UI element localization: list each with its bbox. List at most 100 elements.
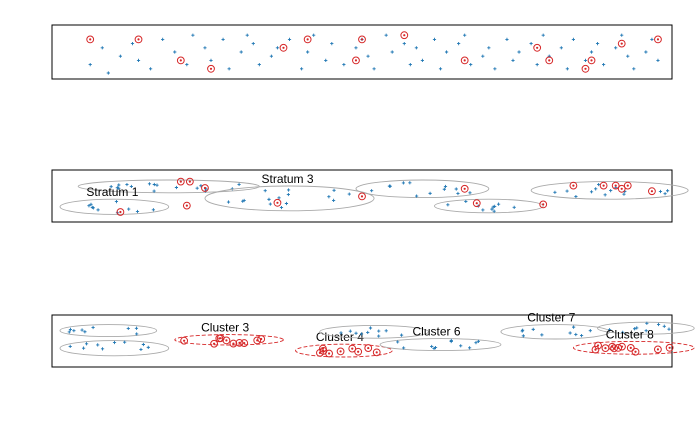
data-point xyxy=(96,208,100,212)
data-point xyxy=(366,330,370,335)
data-point xyxy=(457,42,461,46)
data-point xyxy=(454,187,458,191)
selected-dot xyxy=(225,339,228,342)
selected-point xyxy=(617,39,626,48)
selected-dot xyxy=(185,204,188,207)
selected-ring xyxy=(614,343,623,352)
data-point xyxy=(332,188,336,192)
selected-point xyxy=(594,341,602,350)
data-point xyxy=(621,330,625,334)
selected-point xyxy=(654,35,662,44)
selected-point xyxy=(201,184,209,192)
data-point xyxy=(390,50,394,54)
selected-dot xyxy=(572,184,575,187)
data-point xyxy=(267,197,271,201)
selected-point xyxy=(240,339,249,347)
data-point xyxy=(149,67,153,71)
panel-2: Stratum 1 Stratum 3 xyxy=(51,169,689,223)
data-point xyxy=(90,205,94,209)
selected-point xyxy=(207,64,215,73)
data-point xyxy=(268,202,272,206)
selected-dot xyxy=(119,210,122,214)
selected-ring xyxy=(587,56,596,65)
selected-ring xyxy=(460,56,469,65)
selected-point xyxy=(358,35,366,44)
data-point xyxy=(589,50,594,54)
data-point xyxy=(161,37,165,41)
selected-point xyxy=(185,177,194,186)
selected-point xyxy=(618,342,626,351)
selected-point xyxy=(460,184,469,193)
selected-ring xyxy=(182,201,191,210)
selected-dot xyxy=(339,350,342,353)
selected-ring xyxy=(545,56,554,65)
selected-dot xyxy=(203,186,207,190)
selected-ring xyxy=(626,343,635,352)
selected-point xyxy=(364,344,373,352)
data-point xyxy=(517,50,521,54)
data-point xyxy=(464,199,468,204)
selected-ring xyxy=(240,339,249,347)
data-point xyxy=(396,340,400,344)
data-point xyxy=(535,63,539,67)
data-point xyxy=(269,54,273,58)
data-point xyxy=(370,189,374,193)
selected-dot xyxy=(656,38,660,41)
data-point xyxy=(100,347,105,351)
selected-point xyxy=(569,181,578,190)
selected-point xyxy=(210,339,218,348)
data-point xyxy=(529,42,533,46)
group-label: Cluster 7 xyxy=(527,311,575,325)
selected-ring xyxy=(116,208,125,216)
group-ellipse xyxy=(59,324,158,338)
selected-dot xyxy=(238,341,241,344)
panel-1 xyxy=(51,24,673,80)
data-point xyxy=(446,203,450,207)
selected-ring xyxy=(608,342,617,351)
data-point xyxy=(354,331,358,335)
data-point xyxy=(490,207,494,211)
selected-dot xyxy=(360,195,364,198)
data-point xyxy=(87,204,91,208)
selected-ring xyxy=(348,344,357,353)
selected-point xyxy=(623,181,632,190)
selected-dot xyxy=(137,38,140,41)
selected-point xyxy=(665,343,674,352)
selected-ring xyxy=(210,339,218,348)
selected-point xyxy=(180,336,189,345)
data-point xyxy=(444,50,449,54)
selected-dot xyxy=(475,202,478,205)
selected-point xyxy=(472,199,481,208)
data-point xyxy=(359,332,364,336)
data-point xyxy=(123,340,127,344)
data-point xyxy=(263,189,267,193)
selected-point xyxy=(176,177,185,186)
data-point xyxy=(332,198,336,202)
selected-ring xyxy=(279,43,288,52)
selected-point xyxy=(617,184,626,193)
selected-dot xyxy=(360,38,364,41)
data-point xyxy=(286,188,291,192)
data-point xyxy=(377,334,381,338)
selected-ring xyxy=(358,35,366,44)
data-point xyxy=(275,46,280,50)
selected-dot xyxy=(351,347,354,350)
selected-ring xyxy=(207,64,215,73)
selected-point xyxy=(336,347,345,356)
data-point xyxy=(347,192,351,196)
data-point xyxy=(136,58,141,62)
selected-ring xyxy=(185,177,194,186)
data-point xyxy=(237,182,241,186)
selected-point xyxy=(222,336,231,345)
selected-dot xyxy=(536,46,539,49)
selected-ring xyxy=(336,347,345,356)
selected-point xyxy=(654,345,662,354)
data-point xyxy=(609,188,613,193)
data-point xyxy=(428,191,432,195)
selected-point xyxy=(348,344,357,353)
selected-ring xyxy=(654,345,662,354)
data-point xyxy=(521,334,525,338)
selected-ring xyxy=(372,348,381,357)
selected-ring xyxy=(303,35,312,44)
